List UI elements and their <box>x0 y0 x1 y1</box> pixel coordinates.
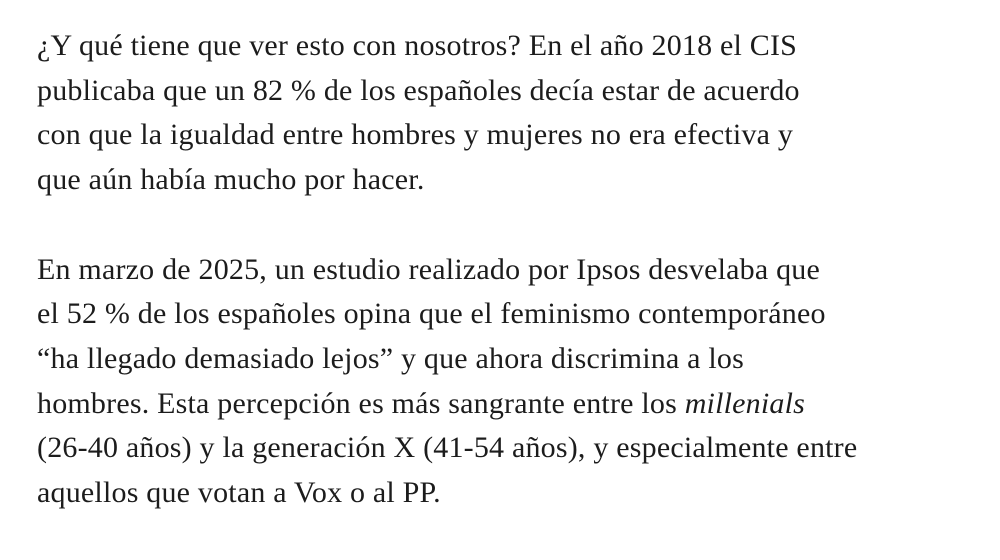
text-line: ¿Y qué tiene que ver esto con nosotros? … <box>37 29 798 62</box>
text-line: que aún había mucho por hacer. <box>37 163 425 197</box>
text-line: publicaba que un 82 % de los españoles d… <box>37 73 800 107</box>
text-line: con que la igualdad entre hombres y muje… <box>37 118 794 152</box>
text-line: (26-40 años) y la generación X (41-54 añ… <box>37 431 858 465</box>
text-line: “ha llegado demasiado lejos” y que ahora… <box>37 341 744 375</box>
text-line: el 52 % de los españoles opina que el fe… <box>37 297 826 331</box>
article-body: ¿Y qué tiene que ver esto con nosotros? … <box>37 24 857 560</box>
italic-term: millenials <box>684 386 806 420</box>
text-line: hombres. Esta percepción es más sangrant… <box>37 382 857 427</box>
paragraph-2: En marzo de 2025, un estudio realizado p… <box>37 248 857 516</box>
text-line: En marzo de 2025, un estudio realizado p… <box>37 252 820 286</box>
paragraph-1: ¿Y qué tiene que ver esto con nosotros? … <box>37 24 857 203</box>
text-line: aquellos que votan a Vox o al PP. <box>37 476 441 510</box>
text-segment: hombres. Esta percepción es más sangrant… <box>37 386 685 420</box>
